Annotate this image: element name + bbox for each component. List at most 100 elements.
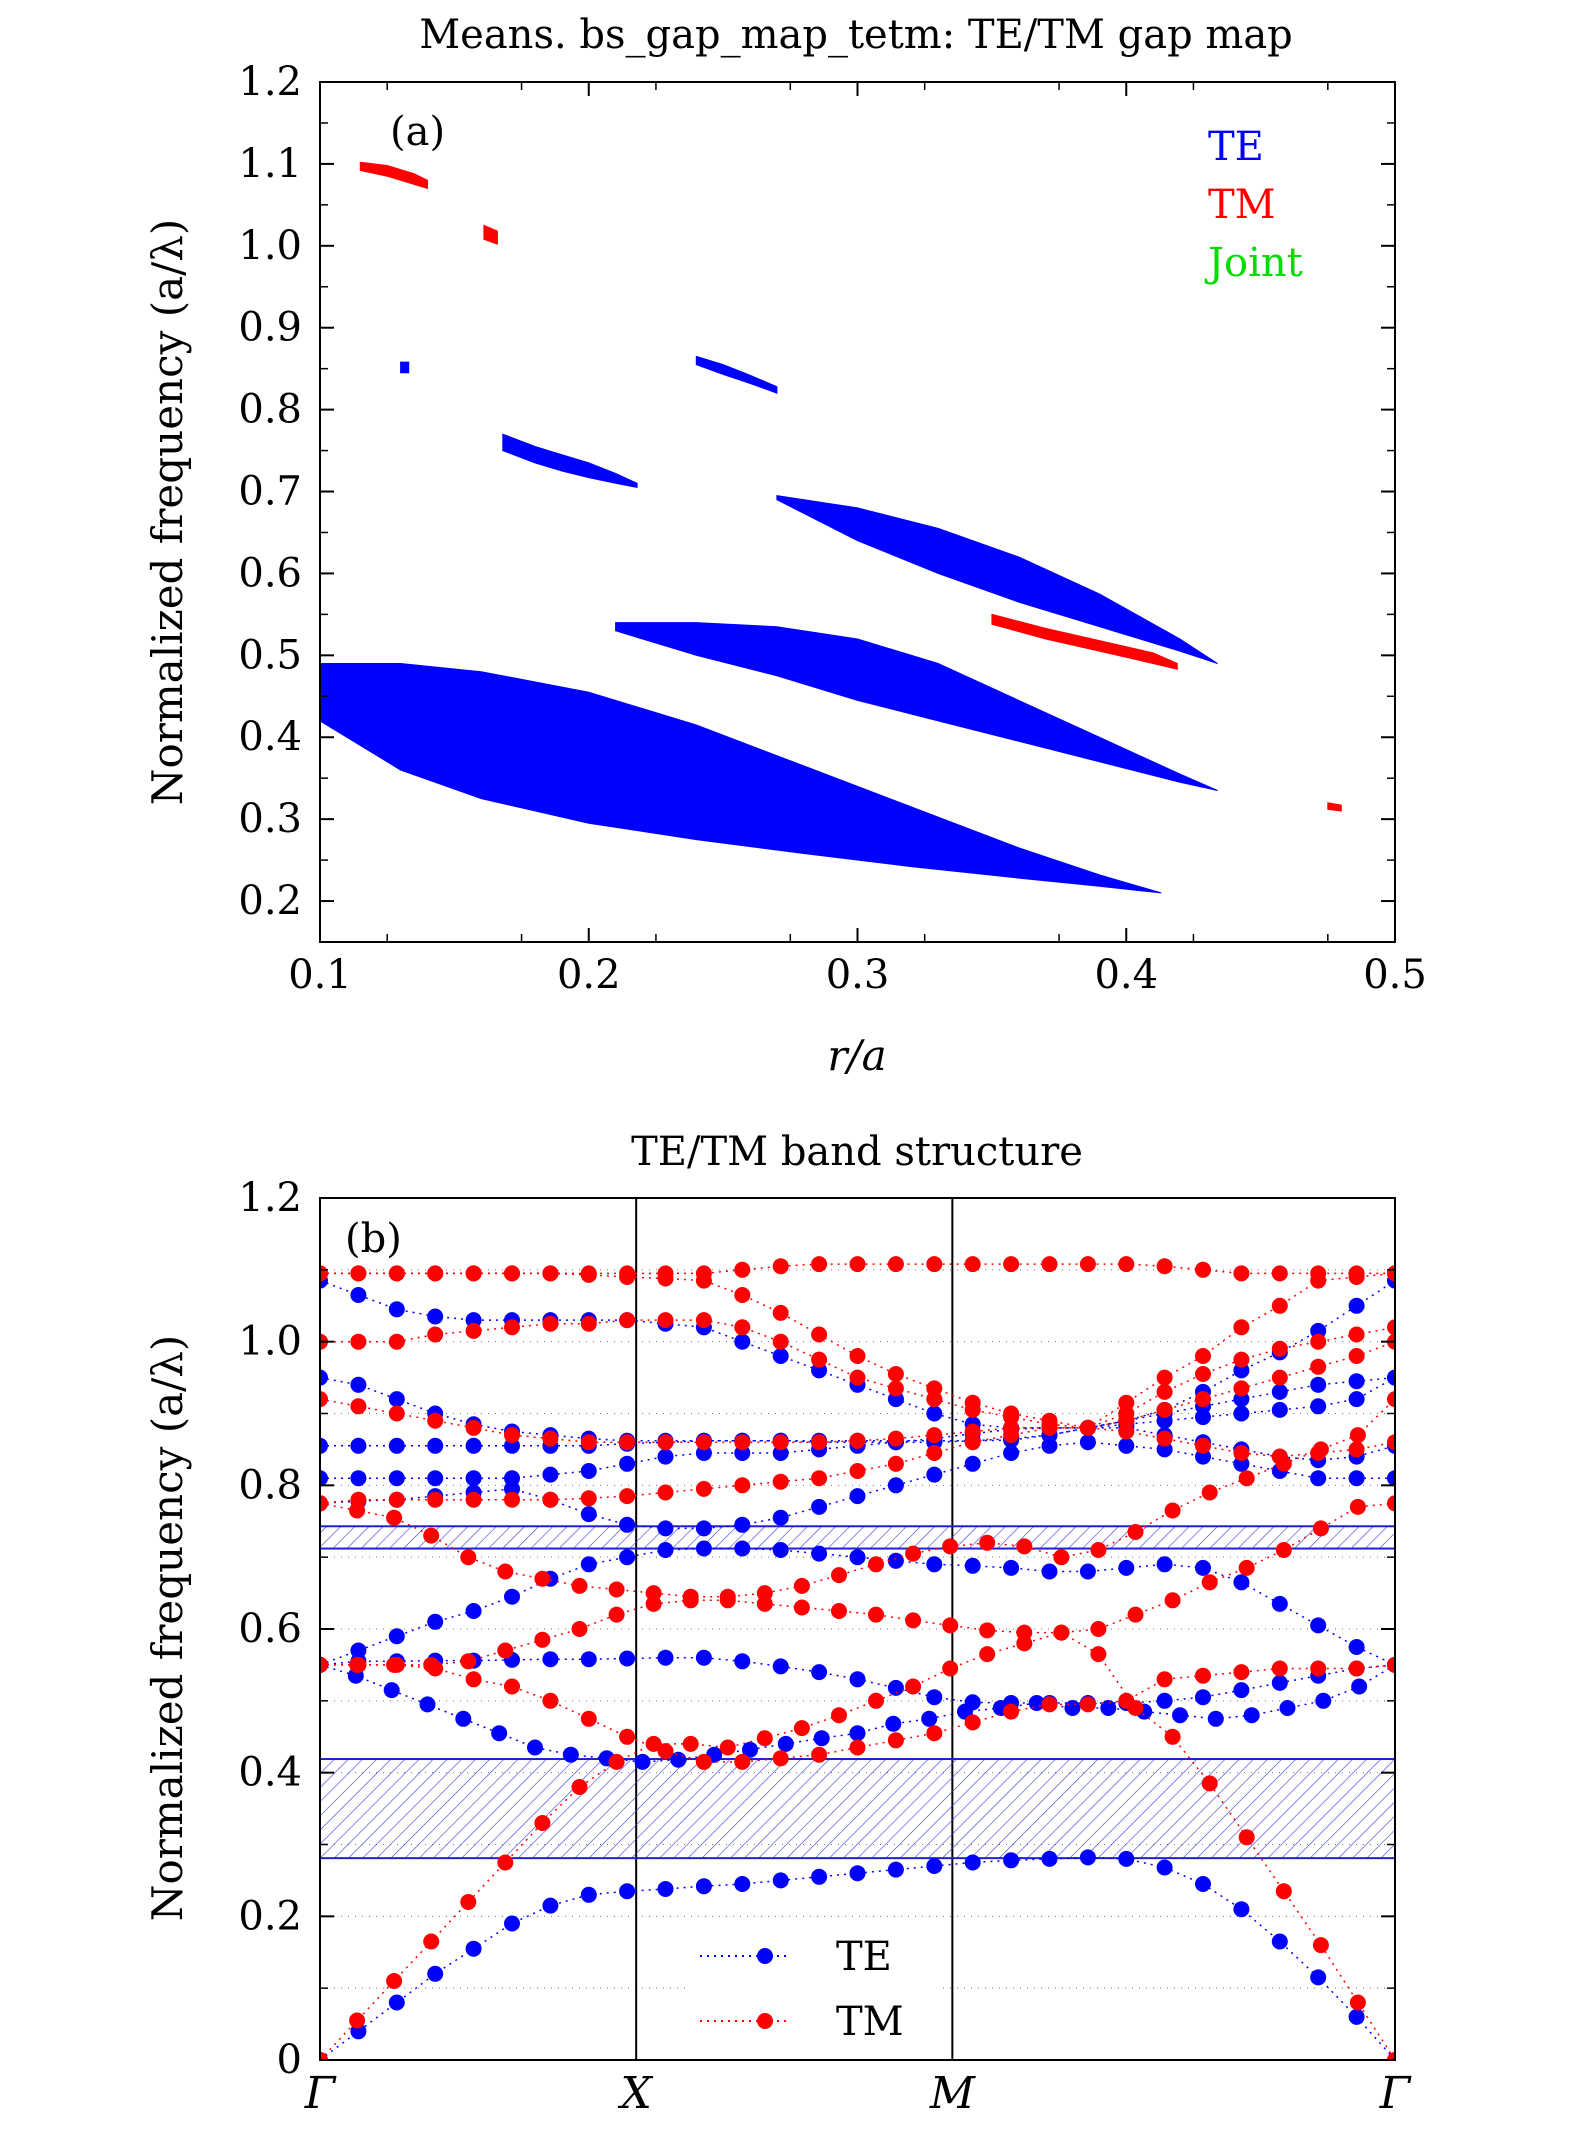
tm-band-point — [619, 1488, 636, 1505]
te-band-point — [1003, 1852, 1020, 1869]
tm-band-point — [1195, 1366, 1211, 1382]
tm-band-point — [964, 1714, 981, 1731]
te-band-point — [388, 1391, 405, 1408]
gap-region-te-3 — [502, 433, 638, 489]
tm-band-point — [1164, 1502, 1181, 1519]
tm-band-point — [504, 1427, 520, 1444]
tm-band-line — [320, 1631, 1395, 2060]
legend-background — [690, 1935, 940, 2053]
tm-band-point — [887, 1256, 904, 1273]
tm-band-point — [1233, 1351, 1250, 1368]
tm-band-point — [979, 1622, 996, 1639]
te-band-point — [1387, 1470, 1395, 1487]
te-band-point — [1207, 1710, 1224, 1727]
tm-band-point — [1041, 1412, 1058, 1429]
te-band-point — [465, 1470, 482, 1487]
te-band-point — [388, 1437, 405, 1454]
te-band-point — [427, 1308, 444, 1325]
te-band-point — [964, 1557, 981, 1574]
tm-band-point — [423, 1933, 440, 1950]
tm-band-point — [320, 1495, 328, 1512]
te-band-point — [427, 1437, 444, 1454]
tm-band-point — [1003, 1405, 1020, 1422]
tm-band-point — [580, 1265, 597, 1282]
te-band-point — [1003, 1559, 1020, 1576]
tm-band-point — [423, 1656, 440, 1673]
tm-band-point — [542, 1265, 559, 1282]
tm-band-point — [386, 1973, 403, 1989]
te-band-point — [619, 1516, 636, 1533]
te-band-point — [695, 1878, 712, 1895]
k-point-label: X — [618, 2068, 654, 2119]
tm-band-point — [1275, 1542, 1292, 1558]
tm-band-point — [504, 1319, 520, 1336]
tm-band-point — [849, 1739, 866, 1756]
y-tick-label: 0.2 — [238, 878, 302, 924]
tm-band-point — [645, 1585, 662, 1602]
y-tick-label: 0.6 — [238, 550, 302, 596]
tm-band-point — [1310, 1445, 1327, 1461]
te-band-point — [1310, 1470, 1327, 1487]
tm-band-point — [1156, 1401, 1173, 1418]
tm-band-point — [1348, 1660, 1365, 1677]
tm-band-point — [793, 1577, 810, 1594]
tm-band-point — [1090, 1621, 1107, 1637]
te-band-point — [465, 1437, 482, 1454]
tm-band-point — [1195, 1261, 1211, 1278]
tm-band-point — [423, 1527, 440, 1544]
tm-band-point — [849, 1463, 866, 1479]
tm-band-point — [868, 1606, 884, 1623]
tm-band-point — [1079, 1419, 1096, 1436]
gap-region-tm-6 — [359, 161, 428, 190]
te-band-point — [504, 1588, 520, 1605]
te-band-point — [1348, 1639, 1365, 1655]
te-band-point — [964, 1455, 981, 1472]
te-band-point — [388, 1470, 405, 1487]
tm-band-point — [772, 1434, 789, 1451]
tm-band-point — [571, 1577, 588, 1594]
te-band-point — [580, 1886, 597, 1903]
te-band-point — [885, 1715, 902, 1732]
te-band-point — [811, 1498, 828, 1515]
te-band-point — [619, 1650, 636, 1667]
tm-band-point — [497, 1642, 514, 1659]
te-band-point — [926, 1858, 943, 1874]
tm-band-point — [942, 1538, 959, 1555]
te-band-point — [772, 1509, 789, 1526]
tm-band-point — [811, 1470, 828, 1487]
tm-band-point — [534, 1815, 551, 1831]
tm-band-line — [320, 1263, 1395, 1275]
tm-band-point — [1238, 1559, 1255, 1576]
tm-band-point — [657, 1265, 674, 1282]
te-band-point — [734, 1540, 751, 1557]
te-band-point — [734, 1653, 751, 1670]
y-tick-label: 0.6 — [238, 1606, 302, 1652]
tm-band-point — [811, 1326, 828, 1343]
tm-band-point — [756, 1730, 773, 1747]
tm-band-point — [979, 1534, 996, 1551]
tm-band-point — [849, 1369, 866, 1386]
tm-band-point — [542, 1491, 559, 1508]
y-tick-label: 0.4 — [238, 714, 302, 760]
tm-band-point — [793, 1720, 810, 1737]
tm-band-point — [1118, 1394, 1135, 1411]
tm-band-point — [349, 2012, 366, 2029]
tm-band-point — [619, 1728, 636, 1745]
tm-band-point — [645, 1735, 662, 1752]
gap-region-te-4 — [695, 355, 778, 394]
te-band-point — [887, 1861, 904, 1878]
te-band-point — [1279, 1700, 1296, 1716]
te-band-point — [580, 1506, 597, 1523]
x-tick-label: 0.2 — [557, 952, 621, 998]
tm-band-point — [1233, 1664, 1250, 1681]
tm-band-point — [1156, 1671, 1173, 1688]
te-band-point — [1310, 1398, 1327, 1415]
tm-band-point — [1003, 1256, 1020, 1273]
te-band-point — [734, 1876, 751, 1892]
gap-map-plot-area — [320, 161, 1342, 894]
tm-band-point — [772, 1258, 789, 1275]
te-band-point — [1387, 1369, 1395, 1386]
te-band-point — [1041, 1850, 1058, 1867]
tm-band-point — [1195, 1348, 1211, 1364]
tm-band-point — [320, 2052, 328, 2060]
